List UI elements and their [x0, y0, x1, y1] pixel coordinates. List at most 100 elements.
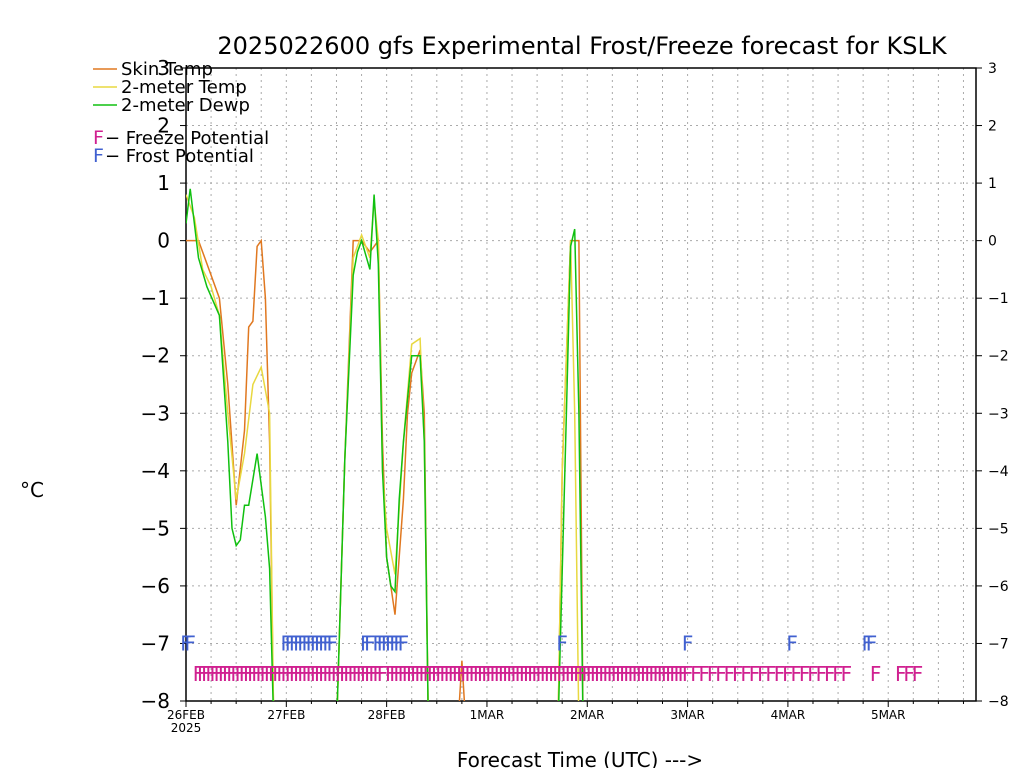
freeze-mark: F: [289, 662, 301, 686]
freeze-mark: F: [281, 662, 293, 686]
freeze-mark: F: [435, 662, 447, 686]
freeze-mark: F: [448, 662, 460, 686]
freeze-mark: F: [598, 662, 610, 686]
frost-mark: F: [381, 631, 393, 655]
freeze-mark: F: [648, 662, 660, 686]
freeze-mark: F: [552, 662, 564, 686]
freeze-mark: F: [640, 662, 652, 686]
x-tick-label: 5MAR: [871, 708, 906, 722]
freeze-mark: F: [556, 662, 568, 686]
freeze-mark: F: [201, 662, 213, 686]
freeze-mark: F: [331, 662, 343, 686]
frost-mark: F: [393, 631, 405, 655]
freeze-mark: F: [310, 662, 322, 686]
freeze-mark: F: [322, 662, 334, 686]
y-tick-label-right: 1: [988, 176, 997, 192]
freeze-mark: F: [285, 662, 297, 686]
freeze-mark: F: [791, 662, 803, 686]
y-tick-label-right: −7: [988, 636, 1009, 652]
freeze-mark: F: [619, 662, 631, 686]
x-tick-label: 26FEB: [167, 708, 205, 722]
y-tick-label-left: 2: [157, 114, 170, 138]
potential-legend-letter: F: [93, 145, 104, 167]
x-tick-label: 28FEB: [368, 708, 406, 722]
freeze-mark: F: [799, 662, 811, 686]
freeze-mark: F: [373, 662, 385, 686]
y-tick-label-right: −4: [988, 464, 1009, 480]
freeze-mark: F: [611, 662, 623, 686]
freeze-mark: F: [297, 662, 309, 686]
freeze-mark: F: [260, 662, 272, 686]
freeze-mark: F: [527, 662, 539, 686]
freeze-mark: F: [477, 662, 489, 686]
y-tick-label-left: 3: [157, 56, 170, 80]
freeze-mark: F: [644, 662, 656, 686]
freeze-mark: F: [276, 662, 288, 686]
freeze-mark: F: [632, 662, 644, 686]
freeze-mark: F: [569, 662, 581, 686]
freeze-mark: F: [255, 662, 267, 686]
freeze-mark: F: [460, 662, 472, 686]
freeze-mark: F: [724, 662, 736, 686]
freeze-mark: F: [222, 662, 234, 686]
freeze-mark: F: [540, 662, 552, 686]
y-tick-label-right: 3: [988, 61, 997, 77]
freeze-mark: F: [895, 662, 907, 686]
freeze-mark: F: [293, 662, 305, 686]
freeze-mark: F: [360, 662, 372, 686]
freeze-mark: F: [243, 662, 255, 686]
plot-border: [185, 67, 977, 702]
freeze-mark: F: [452, 662, 464, 686]
freeze-mark: F: [523, 662, 535, 686]
freeze-mark: F: [230, 662, 242, 686]
y-tick-label-right: −3: [988, 406, 1009, 422]
freeze-mark: F: [318, 662, 330, 686]
frost-mark: F: [297, 631, 309, 655]
freeze-mark: F: [339, 662, 351, 686]
freeze-mark: F: [607, 662, 619, 686]
y-tick-label-right: 0: [988, 234, 997, 250]
freeze-mark: F: [841, 662, 853, 686]
freeze-mark: F: [314, 662, 326, 686]
y-tick-label-right: 2: [988, 119, 997, 135]
freeze-mark: F: [673, 662, 685, 686]
freeze-mark: F: [807, 662, 819, 686]
freeze-mark: F: [548, 662, 560, 686]
freeze-mark: F: [464, 662, 476, 686]
freeze-mark: F: [544, 662, 556, 686]
freeze-mark: F: [327, 662, 339, 686]
freeze-mark: F: [494, 662, 506, 686]
x-axis-label: Forecast Time (UTC) --->: [457, 748, 703, 768]
freeze-mark: F: [653, 662, 665, 686]
y-tick-label-right: −6: [988, 579, 1009, 595]
frost-mark: F: [862, 631, 874, 655]
freeze-mark: F: [765, 662, 777, 686]
freeze-mark: F: [669, 662, 681, 686]
y-tick-label-left: −6: [141, 574, 170, 598]
frost-mark: F: [866, 631, 878, 655]
potential-legend-label: − Freeze Potential: [105, 128, 269, 149]
freeze-mark: F: [205, 662, 217, 686]
freeze-mark: F: [582, 662, 594, 686]
freeze-mark: F: [602, 662, 614, 686]
freeze-mark: F: [481, 662, 493, 686]
freeze-mark: F: [510, 662, 522, 686]
x-tick-label: 1MAR: [470, 708, 505, 722]
frost-mark: F: [682, 631, 694, 655]
frost-mark: F: [398, 631, 410, 655]
frost-mark: F: [301, 631, 313, 655]
freeze-mark: F: [410, 662, 422, 686]
freeze-mark: F: [636, 662, 648, 686]
freeze-mark: F: [623, 662, 635, 686]
freeze-mark: F: [782, 662, 794, 686]
freeze-mark: F: [690, 662, 702, 686]
freeze-mark: F: [251, 662, 263, 686]
freeze-mark: F: [427, 662, 439, 686]
frost-mark: F: [318, 631, 330, 655]
series-line-skin-temp: [186, 238, 584, 701]
freeze-mark: F: [301, 662, 313, 686]
freeze-mark: F: [490, 662, 502, 686]
